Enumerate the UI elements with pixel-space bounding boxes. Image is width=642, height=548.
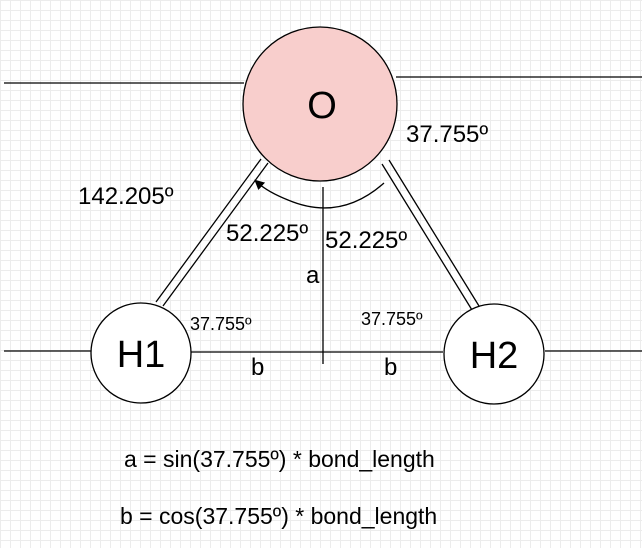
h2-angle-label: 37.755º: [361, 309, 423, 329]
b-left-segment-label: b: [251, 354, 264, 381]
h2-circle: [443, 303, 545, 405]
b-right-segment-label: b: [384, 354, 397, 381]
bond-o-h1: [155, 158, 269, 307]
inner-right-angle-label: 52.225º: [325, 227, 407, 254]
h1-circle: [90, 302, 192, 404]
h1-label: H1: [117, 334, 166, 376]
h1-angle-label: 37.755º: [190, 314, 252, 334]
a-segment-label: a: [306, 262, 320, 289]
upper-right-angle-label: 37.755º: [406, 121, 488, 148]
h1-atom: H1: [90, 302, 192, 404]
angle-arc-arrow: [254, 179, 385, 209]
oxygen-atom: O: [242, 26, 398, 182]
formula-b: b = cos(37.755º) * bond_length: [120, 503, 437, 529]
oxygen-circle: [242, 26, 398, 182]
left-outer-angle-label: 142.205º: [78, 183, 174, 210]
h2-label: H2: [470, 335, 519, 377]
formula-a: a = sin(37.755º) * bond_length: [124, 446, 435, 472]
oxygen-label: O: [307, 85, 337, 127]
bond-o-h2: [381, 159, 480, 311]
inner-left-angle-label: 52.225º: [226, 220, 308, 247]
h2-atom: H2: [443, 303, 545, 405]
